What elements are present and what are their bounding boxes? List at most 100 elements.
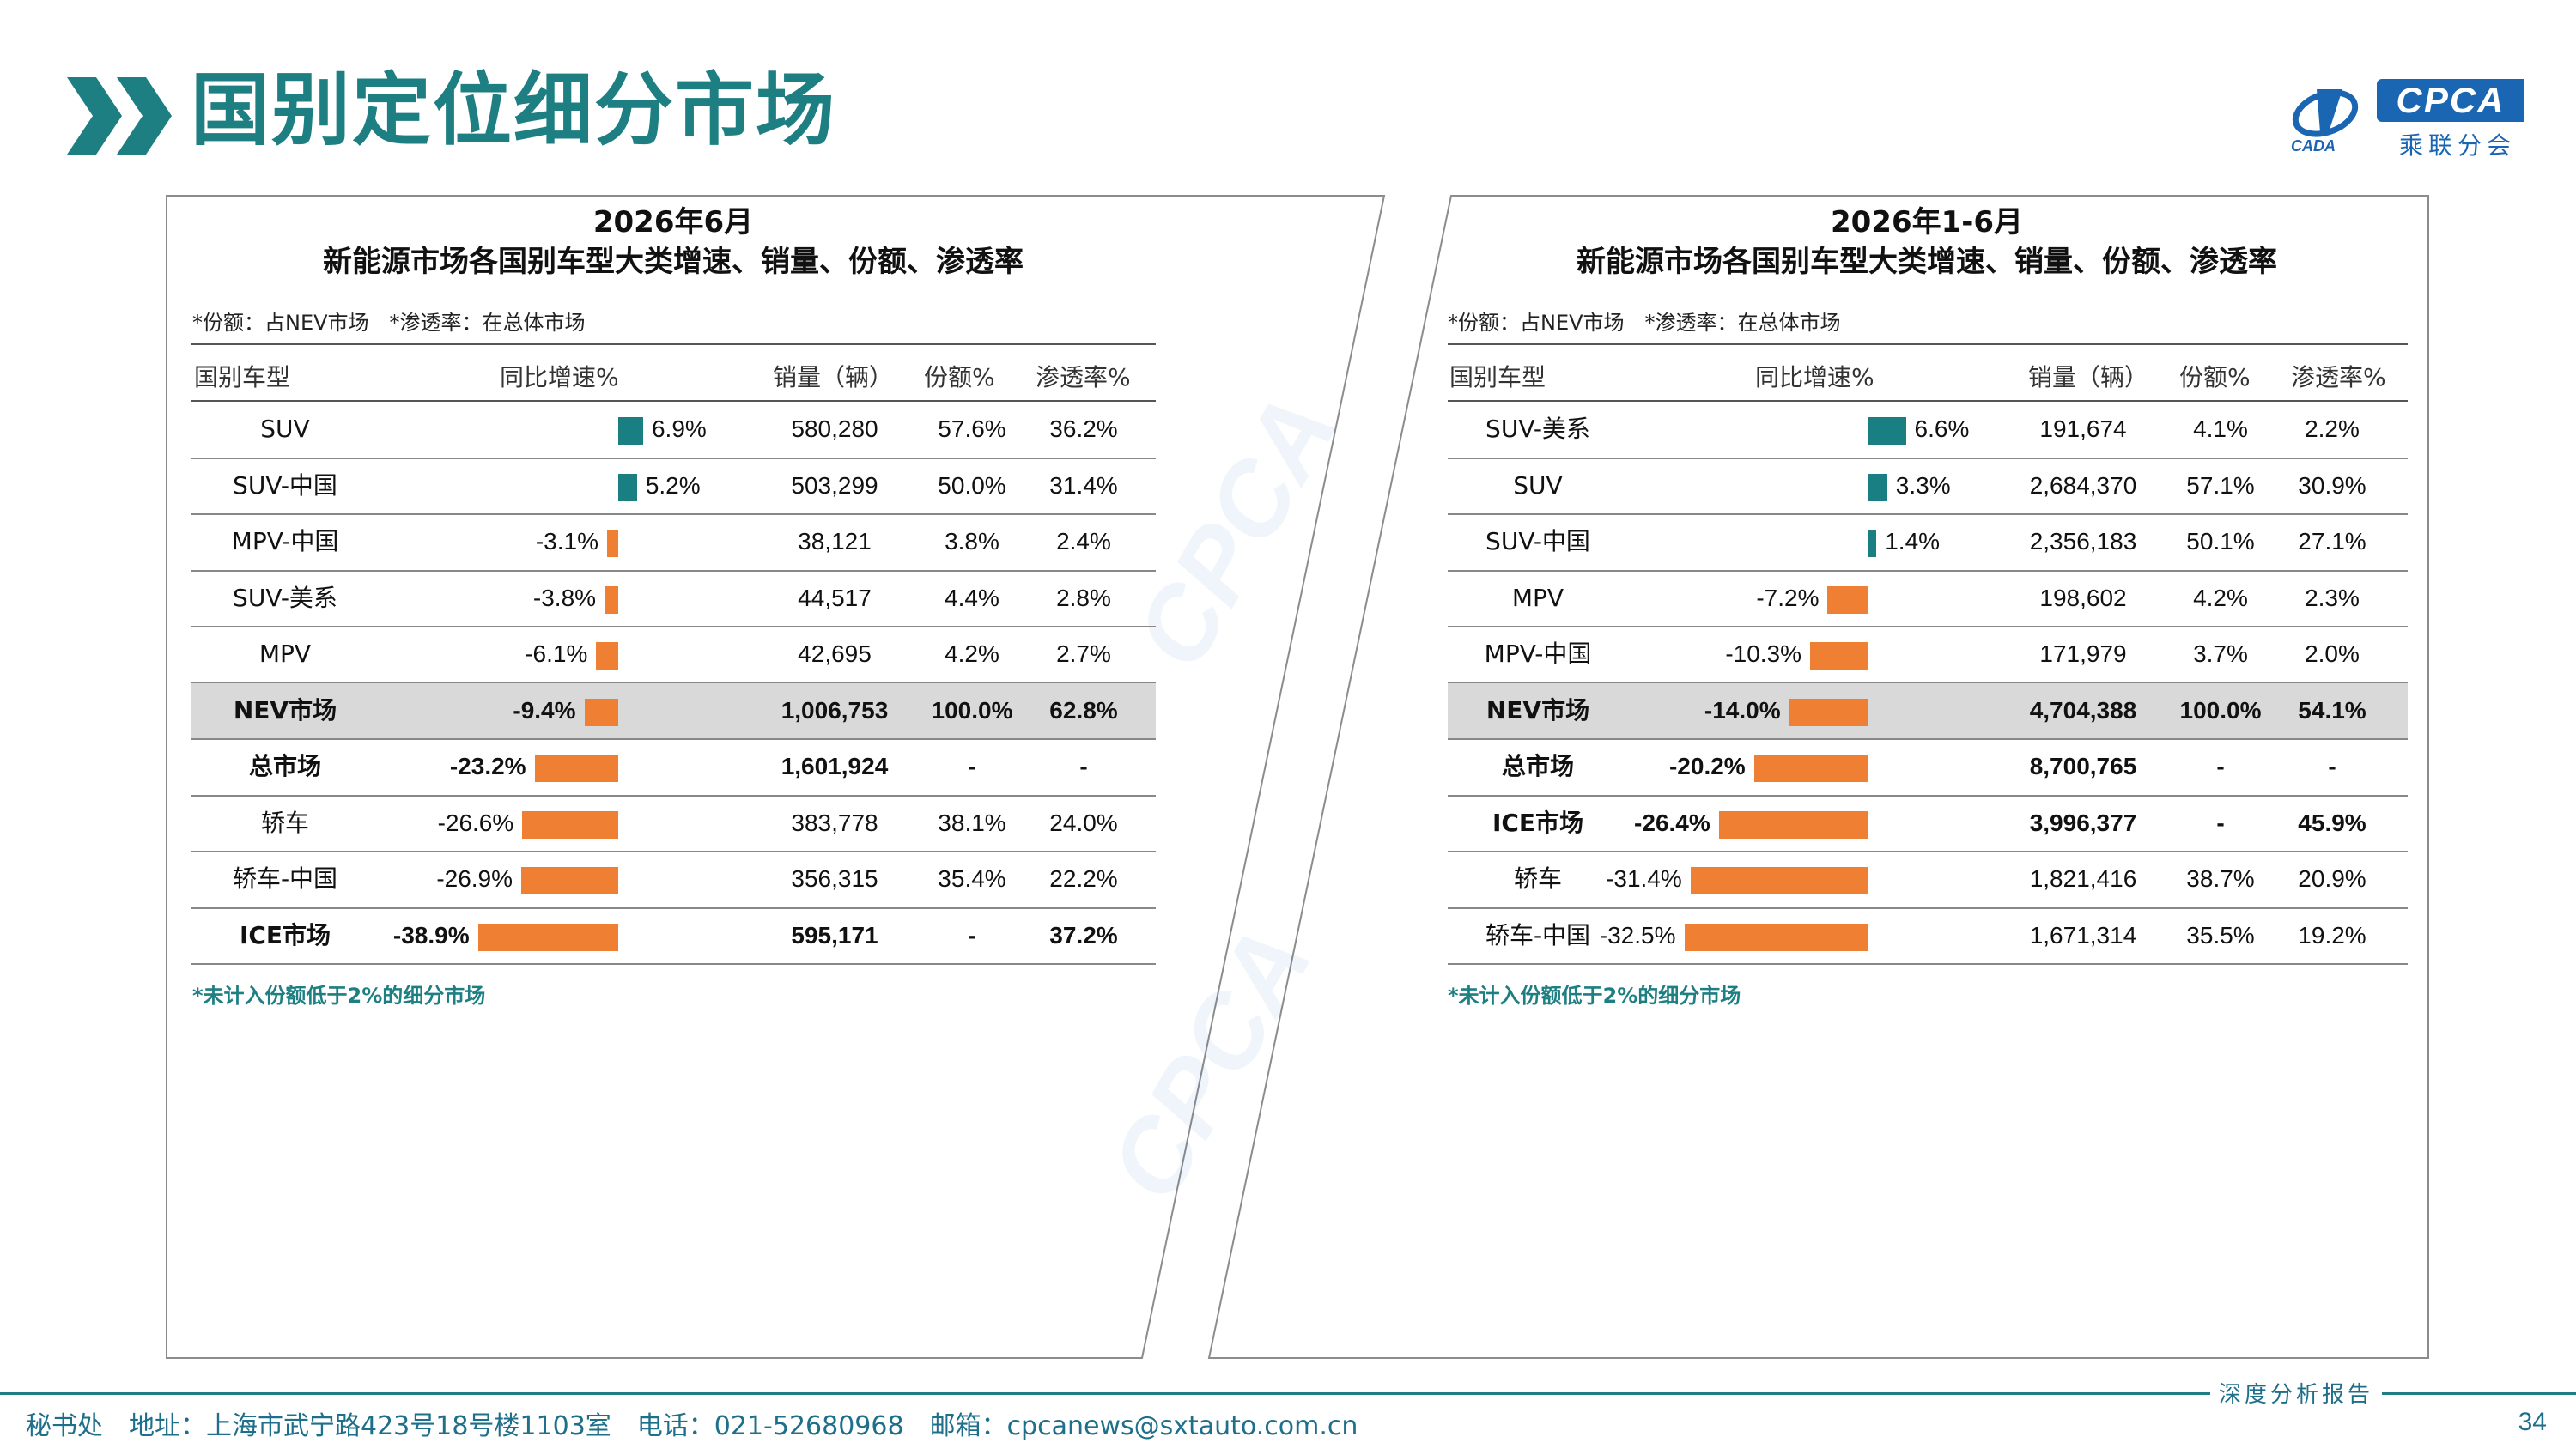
row-name: SUV	[1513, 470, 1563, 500]
growth-label: -23.2%	[449, 753, 526, 779]
right-header-growth: 同比增速%	[1755, 363, 1874, 391]
row-penetration: 2.4%	[1056, 528, 1111, 555]
row-penetration: 22.2%	[1049, 865, 1118, 892]
row-name: ICE市场	[1492, 808, 1584, 837]
growth-bar-negative	[605, 585, 618, 614]
row-name: SUV-美系	[233, 583, 337, 612]
row-share: 38.7%	[2186, 865, 2255, 892]
row-name: NEV市场	[1485, 695, 1590, 724]
row-name: MPV	[258, 640, 312, 668]
row-sales: 191,674	[2039, 415, 2127, 442]
row-name: ICE市场	[239, 920, 331, 949]
cpca-logo: CPCA 乘联分会 CADA	[2284, 76, 2524, 160]
row-share: -	[2216, 753, 2225, 779]
growth-label: -3.1%	[535, 528, 598, 555]
table-row: 轿车 383,778 38.1% 24.0% -26.6%	[191, 796, 1156, 851]
growth-bar-negative	[522, 810, 618, 839]
growth-bar-positive	[1868, 530, 1877, 557]
row-penetration: 2.3%	[2305, 584, 2360, 611]
row-separator	[1448, 513, 2408, 515]
left-panel: 2026年6月 新能源市场各国别车型大类增速、销量、份额、渗透率 *份额：占NE…	[191, 205, 1156, 1008]
growth-label: -26.6%	[437, 809, 514, 836]
title-chevron-icon	[67, 77, 172, 155]
growth-bar-negative	[1684, 923, 1868, 951]
row-separator	[1448, 682, 2408, 684]
row-penetration: 2.7%	[1056, 640, 1111, 667]
row-penetration: 2.0%	[2305, 640, 2360, 667]
row-share: 3.7%	[2193, 640, 2248, 667]
row-name: 轿车-中国	[232, 864, 338, 893]
row-sales: 8,700,765	[2029, 753, 2137, 779]
row-sales: 171,979	[2039, 640, 2127, 667]
right-title-main: 新能源市场各国别车型大类增速、销量、份额、渗透率	[1577, 245, 2277, 279]
row-separator	[191, 963, 1156, 965]
row-separator	[1448, 738, 2408, 740]
row-penetration: 30.9%	[2298, 471, 2366, 499]
row-separator	[1448, 851, 2408, 852]
growth-label: -20.2%	[1668, 753, 1746, 779]
right-header-sales: 销量（辆）	[2028, 363, 2149, 391]
growth-bar-positive	[618, 473, 637, 501]
row-sales: 1,601,924	[781, 753, 889, 779]
growth-label: -3.8%	[532, 584, 597, 611]
row-name: SUV-中国	[1485, 527, 1590, 555]
row-sales: 356,315	[791, 865, 878, 892]
growth-label: -10.3%	[1725, 640, 1802, 667]
row-penetration: -	[2328, 753, 2336, 779]
growth-bar-negative	[534, 755, 618, 782]
table-row: ICE市场 3,996,377 - 45.9% -26.4%	[1448, 796, 2408, 851]
table-row: 轿车 1,821,416 38.7% 20.9% -31.4%	[1448, 852, 2408, 906]
row-penetration: 36.2%	[1049, 415, 1118, 442]
report-label: 深度分析报告	[2210, 1377, 2383, 1409]
row-name: 轿车	[1513, 864, 1562, 893]
page-title: 国别定位细分市场	[191, 64, 837, 156]
growth-bar-positive	[1868, 417, 1906, 445]
right-note: *份额：占NEV市场 *渗透率：在总体市场	[1448, 311, 1841, 335]
growth-bar-positive	[1868, 473, 1887, 501]
row-share: 57.6%	[938, 415, 1006, 442]
row-penetration: 62.8%	[1049, 696, 1118, 724]
right-panel-frame	[1207, 195, 2429, 1359]
logo-cn-text: 乘联分会	[2398, 131, 2516, 160]
growth-label: -14.0%	[1704, 696, 1781, 724]
row-name: MPV-中国	[1484, 640, 1592, 668]
left-header-pen: 渗透率%	[1036, 363, 1131, 391]
row-separator	[191, 906, 1156, 909]
growth-label: -9.4%	[513, 696, 576, 724]
growth-label: -31.4%	[1606, 865, 1682, 892]
table-row: SUV-中国 503,299 50.0% 31.4% 5.2%	[191, 458, 1156, 513]
growth-bar-negative	[596, 642, 618, 670]
table-row: 轿车-中国 1,671,314 35.5% 19.2% -32.5%	[1448, 908, 2408, 963]
row-sales: 2,356,183	[2029, 528, 2137, 555]
growth-bar-positive	[618, 417, 643, 445]
row-share: -	[2216, 809, 2225, 836]
growth-label: -26.9%	[436, 865, 513, 892]
growth-bar-negative	[606, 530, 618, 557]
row-penetration: -	[1079, 753, 1088, 779]
row-share: 35.5%	[2186, 921, 2255, 949]
left-title-period: 2026年6月	[592, 205, 754, 239]
left-title-main: 新能源市场各国别车型大类增速、销量、份额、渗透率	[323, 245, 1024, 279]
row-separator	[1448, 906, 2408, 909]
growth-label: 6.9%	[651, 415, 707, 442]
left-note: *份额：占NEV市场 *渗透率：在总体市场	[192, 311, 586, 335]
left-footnote: *未计入份额低于2%的细分市场	[192, 984, 486, 1008]
row-name: NEV市场	[233, 695, 337, 724]
row-share: -	[968, 921, 976, 949]
growth-label: 6.6%	[1914, 415, 1970, 442]
row-separator	[191, 794, 1156, 797]
row-penetration: 54.1%	[2298, 696, 2366, 724]
row-separator	[191, 851, 1156, 852]
row-name: SUV-美系	[1485, 415, 1590, 443]
row-share: 4.4%	[945, 584, 999, 611]
logo-sub-text: CADA	[2291, 137, 2336, 155]
cpca-emblem-icon	[2292, 89, 2359, 137]
table-row: SUV 580,280 57.6% 36.2% 6.9%	[191, 402, 1156, 457]
row-share: 4.2%	[945, 640, 999, 667]
row-name: 总市场	[1501, 752, 1574, 780]
row-share: 3.8%	[945, 528, 999, 555]
row-separator	[191, 457, 1156, 459]
row-penetration: 2.2%	[2305, 415, 2360, 442]
row-penetration: 2.8%	[1056, 584, 1111, 611]
row-share: 4.1%	[2193, 415, 2248, 442]
